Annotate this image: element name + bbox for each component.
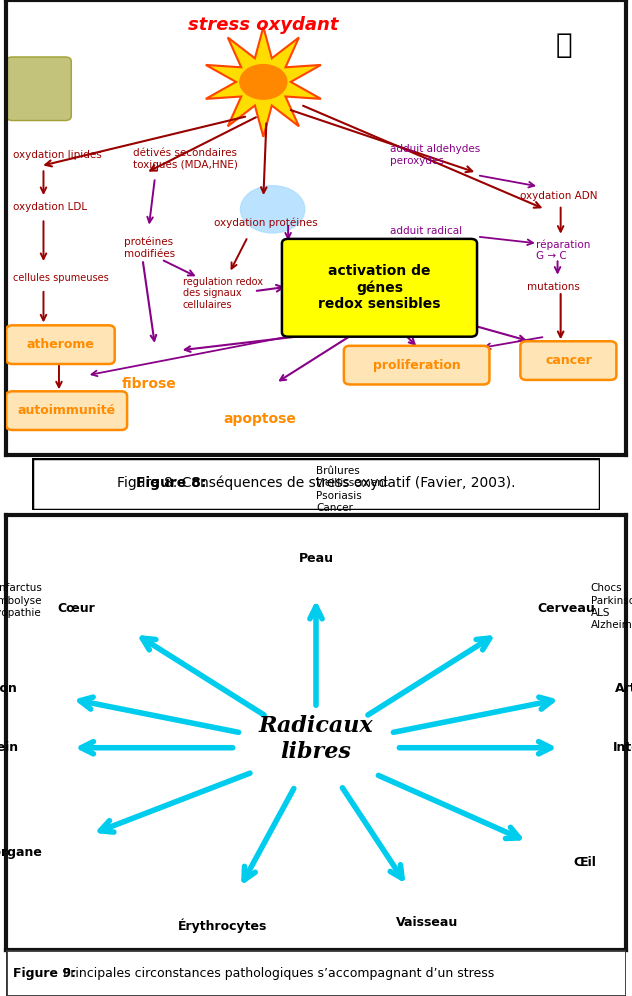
Text: Cœur: Cœur <box>57 602 95 615</box>
Text: oxydation LDL: oxydation LDL <box>13 202 87 212</box>
Text: Anémies
Malaria: Anémies Malaria <box>178 969 223 991</box>
FancyBboxPatch shape <box>6 326 114 364</box>
Text: Figure 9:: Figure 9: <box>13 966 75 979</box>
Text: apoptose: apoptose <box>224 411 296 425</box>
FancyBboxPatch shape <box>6 391 127 430</box>
Text: oxydation protéines: oxydation protéines <box>214 218 317 228</box>
FancyBboxPatch shape <box>344 346 489 384</box>
Text: Principales circonstances pathologiques s’accompagnant d’un stress: Principales circonstances pathologiques … <box>59 966 494 979</box>
Text: Œil: Œil <box>574 856 597 869</box>
Text: oxydation ADN: oxydation ADN <box>520 190 598 200</box>
Text: Chocs
Parkinson
ALS
Alzheimer: Chocs Parkinson ALS Alzheimer <box>590 584 632 630</box>
Text: Vaisseau: Vaisseau <box>396 916 458 929</box>
Text: autoimmunité: autoimmunité <box>18 404 116 417</box>
Text: Brûlures
Vieillissement
Psoriasis
Cancer: Brûlures Vieillissement Psoriasis Cancer <box>316 466 389 513</box>
Circle shape <box>240 185 305 233</box>
Text: Figure 8: Conséquences de stress oxydatif (Favier, 2003).: Figure 8: Conséquences de stress oxydati… <box>117 476 515 490</box>
Text: réparation
G → C: réparation G → C <box>536 239 590 261</box>
FancyBboxPatch shape <box>32 458 600 510</box>
Text: Infarctus
Thrombolyse
Cardiomyopathie: Infarctus Thrombolyse Cardiomyopathie <box>0 584 42 619</box>
FancyBboxPatch shape <box>6 57 71 121</box>
Text: regulation redox
des signaux
cellulaires: regulation redox des signaux cellulaires <box>183 277 263 310</box>
Text: Athérosclérose
Hypertension: Athérosclérose Hypertension <box>415 965 492 988</box>
FancyBboxPatch shape <box>6 950 626 996</box>
Text: Multi-organe: Multi-organe <box>0 847 43 860</box>
Polygon shape <box>206 27 321 136</box>
Text: Peau: Peau <box>298 552 334 565</box>
Text: Articulation: Articulation <box>614 682 632 695</box>
FancyBboxPatch shape <box>520 342 616 379</box>
Circle shape <box>240 65 287 100</box>
Text: stress oxydant: stress oxydant <box>188 16 339 34</box>
Text: adduit radical
protéine: adduit radical protéine <box>391 225 463 248</box>
Text: adduit aldehydes
peroxydes: adduit aldehydes peroxydes <box>391 143 480 165</box>
Text: activation de
génes
redox sensibles: activation de génes redox sensibles <box>319 264 441 312</box>
Text: Intestin: Intestin <box>613 741 632 754</box>
Text: détivés secondaires
toxiques (MDA,HNE): détivés secondaires toxiques (MDA,HNE) <box>133 148 238 170</box>
Text: Poumon: Poumon <box>0 682 18 695</box>
Text: 🧬: 🧬 <box>556 32 572 60</box>
Text: atherome: atherome <box>27 339 94 352</box>
Text: oxydation lipides: oxydation lipides <box>13 149 101 159</box>
Text: Rein: Rein <box>0 741 19 754</box>
FancyBboxPatch shape <box>282 239 477 337</box>
Text: Érythrocytes: Érythrocytes <box>178 918 268 933</box>
Text: Cerveau: Cerveau <box>537 602 595 615</box>
Text: cancer: cancer <box>545 355 592 368</box>
Text: cellules spumeuses: cellules spumeuses <box>13 273 108 283</box>
Text: protéines
modifiées: protéines modifiées <box>124 237 175 259</box>
Text: mutations: mutations <box>526 282 580 292</box>
Text: proliferation: proliferation <box>373 359 461 372</box>
Text: Radicaux
libres: Radicaux libres <box>258 715 374 763</box>
Text: fibrose: fibrose <box>121 377 176 391</box>
Text: Figure 8:: Figure 8: <box>137 476 207 490</box>
